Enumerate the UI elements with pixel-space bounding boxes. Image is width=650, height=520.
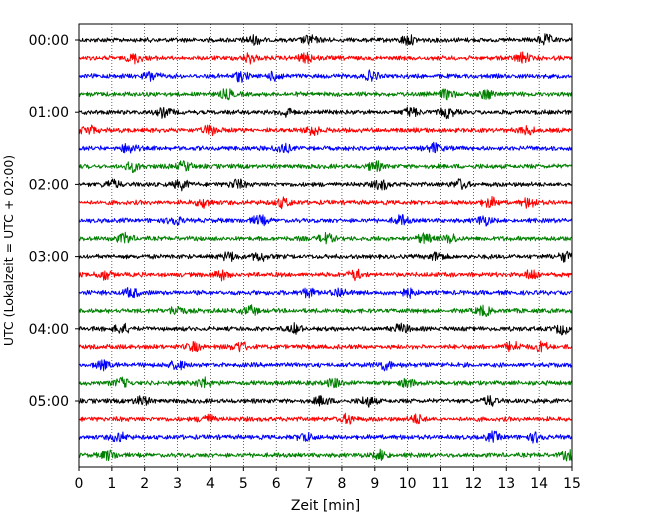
y-tick-label: 04:00: [29, 322, 69, 338]
plot-frame: [78, 23, 573, 468]
trace-line: [78, 322, 573, 336]
x-tick-label: 2: [140, 476, 149, 492]
x-axis-label: Zeit [min]: [291, 498, 360, 514]
x-tick-label: 0: [75, 476, 84, 492]
y-axis-ticks: 00:00 01:00 02:00 03:00 04:00 05:00: [29, 33, 79, 410]
trace-line: [78, 214, 573, 227]
y-tick-label: 03:00: [29, 250, 69, 266]
x-tick-label: 14: [530, 476, 548, 492]
trace-line: [78, 88, 573, 101]
x-tick-label: 1: [107, 476, 116, 492]
x-tick-label: 13: [497, 476, 515, 492]
x-tick-label: 3: [173, 476, 182, 492]
trace-line: [78, 268, 573, 282]
x-tick-label: 7: [305, 476, 314, 492]
trace-line: [78, 124, 573, 137]
trace-line: [78, 250, 573, 263]
x-tick-label: 5: [239, 476, 248, 492]
x-tick-label: 8: [337, 476, 346, 492]
y-tick-label: 01:00: [29, 105, 69, 121]
x-axis-ticks: 0 1 2 3 4 5 6 7 8 9 10 11 12 13 14 15: [75, 467, 581, 492]
x-tick-label: 4: [206, 476, 215, 492]
trace-line: [78, 430, 573, 444]
x-tick-label: 10: [399, 476, 417, 492]
y-tick-label: 02:00: [29, 177, 69, 193]
x-tick-label: 11: [432, 476, 450, 492]
trace-line: [78, 178, 573, 192]
trace-line: [78, 141, 573, 154]
grid-lines: [111, 24, 540, 467]
trace-line: [78, 287, 573, 299]
seismic-traces: [78, 33, 573, 462]
x-tick-label: 6: [272, 476, 281, 492]
trace-line: [78, 51, 573, 65]
trace-line: [78, 376, 573, 389]
y-tick-label: 00:00: [29, 33, 69, 49]
trace-line: [78, 412, 573, 425]
trace-line: [78, 340, 573, 353]
x-tick-label: 15: [563, 476, 581, 492]
trace-line: [78, 231, 573, 245]
trace-line: [78, 359, 573, 372]
trace-line: [78, 195, 573, 210]
x-tick-label: 12: [464, 476, 482, 492]
x-tick-label: 9: [370, 476, 379, 492]
y-tick-label: 05:00: [29, 394, 69, 410]
trace-line: [78, 394, 573, 408]
trace-line: [78, 106, 573, 120]
trace-line: [78, 160, 573, 174]
trace-line: [78, 448, 573, 462]
trace-line: [78, 69, 573, 83]
trace-line: [78, 33, 573, 46]
y-axis-label: UTC (Lokalzeit = UTC + 02:00): [1, 155, 16, 346]
trace-line: [78, 304, 573, 317]
